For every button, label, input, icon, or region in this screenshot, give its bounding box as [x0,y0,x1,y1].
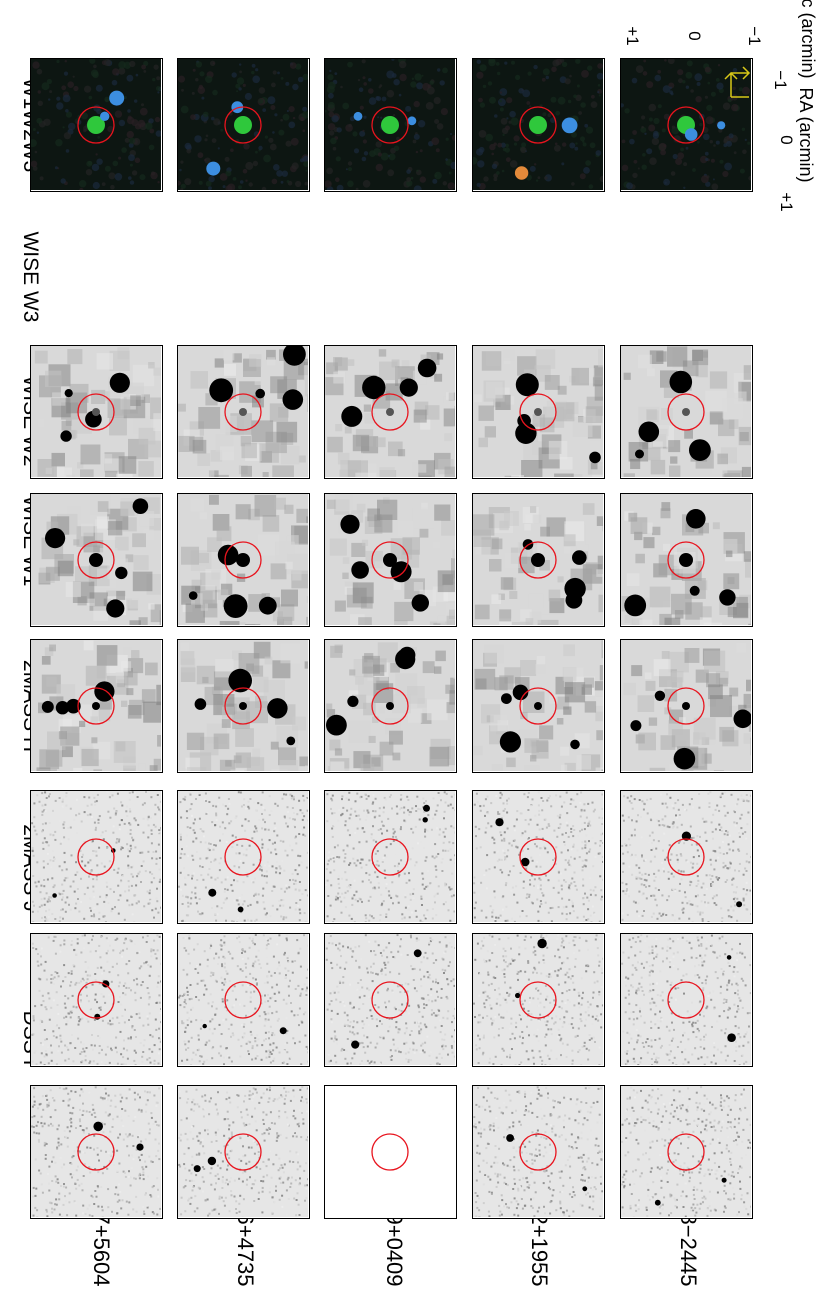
target-circle [519,687,557,725]
dec-tick-plus1: +1 [623,26,642,46]
ra-axis-label: RA (arcmin) [796,87,816,183]
tile-w1w2w3-row4 [472,58,605,192]
target-circle [371,1133,409,1171]
ra-tick-plus1: +1 [777,192,796,212]
tile-w1w2w3-row3 [324,58,457,192]
tile-2mass-h-row1 [30,790,163,924]
tile-2mass-j-row2 [177,933,310,1067]
dec-tick-0: 0 [685,31,704,41]
tile-dss-i-row1 [30,1085,163,1219]
tile-wise-w2-row2 [177,493,310,627]
target-circle [667,541,705,579]
tile-w1w2w3-row2 [177,58,310,192]
target-circle [371,981,409,1019]
target-circle [224,541,262,579]
ra-tick-minus1: −1 [771,70,790,90]
tile-wise-w3-row1 [30,345,163,479]
tile-w1w2w3-row5 [620,58,753,192]
target-circle [224,981,262,1019]
target-circle [519,541,557,579]
target-circle [371,687,409,725]
target-circle [224,838,262,876]
target-circle [519,1133,557,1171]
target-circle [371,838,409,876]
target-circle [371,541,409,579]
tile-wise-w2-row5 [620,493,753,627]
tile-dss-i-row5 [620,1085,753,1219]
target-circle [224,393,262,431]
tile-w1w2w3-row1 [30,58,163,192]
tile-dss-i-row2 [177,1085,310,1219]
target-circle [667,981,705,1019]
tile-2mass-j-row1 [30,933,163,1067]
tile-2mass-j-row3 [324,933,457,1067]
dec-tick-minus1: −1 [745,26,764,46]
target-circle [77,687,115,725]
tile-wise-w1-row4 [472,639,605,773]
tile-wise-w1-row5 [620,639,753,773]
target-circle [667,687,705,725]
tile-wise-w1-row3 [324,639,457,773]
compass [724,66,751,98]
target-circle [224,687,262,725]
target-circle [667,1133,705,1171]
tile-2mass-h-row5 [620,790,753,924]
tile-2mass-h-row2 [177,790,310,924]
target-circle [371,393,409,431]
target-circle [371,106,409,144]
target-circle [77,541,115,579]
tile-dss-i-row3 [324,1085,457,1219]
target-circle [519,981,557,1019]
tile-wise-w3-row2 [177,345,310,479]
tile-2mass-h-row3 [324,790,457,924]
target-circle [77,838,115,876]
tile-wise-w3-row3 [324,345,457,479]
tile-wise-w2-row1 [30,493,163,627]
ra-tick-0: 0 [777,135,796,145]
target-circle [519,838,557,876]
tile-2mass-j-row4 [472,933,605,1067]
target-circle [519,393,557,431]
target-circle [77,981,115,1019]
target-circle [77,393,115,431]
tile-2mass-j-row5 [620,933,753,1067]
target-circle [667,393,705,431]
tile-wise-w2-row3 [324,493,457,627]
target-circle [224,106,262,144]
tile-dss-i-row4 [472,1085,605,1219]
target-circle [77,106,115,144]
target-circle [224,1133,262,1171]
tile-wise-w1-row2 [177,639,310,773]
tile-wise-w3-row4 [472,345,605,479]
tile-2mass-h-row4 [472,790,605,924]
tile-wise-w1-row1 [30,639,163,773]
tile-wise-w3-row5 [620,345,753,479]
target-circle [667,838,705,876]
target-circle [667,106,705,144]
target-circle [77,1133,115,1171]
tile-wise-w2-row4 [472,493,605,627]
target-circle [519,106,557,144]
